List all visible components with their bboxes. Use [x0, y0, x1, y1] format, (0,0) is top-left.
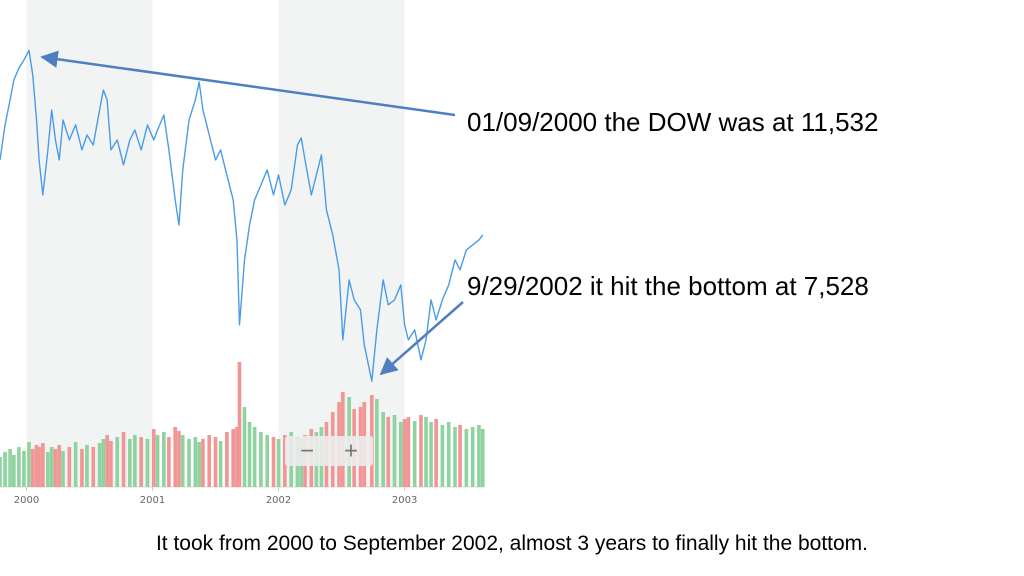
zoom-in-button[interactable]: +: [344, 437, 358, 464]
volume-bar: [419, 415, 423, 487]
volume-bar: [105, 435, 109, 487]
volume-bar: [446, 422, 451, 487]
volume-bar: [155, 435, 160, 487]
volume-bar: [167, 437, 171, 487]
x-tick-label: 2000: [14, 495, 39, 506]
year-band: [26, 0, 153, 487]
volume-bar: [67, 447, 72, 487]
volume-bar: [8, 449, 12, 487]
volume-bar: [235, 427, 239, 487]
volume-bar: [73, 442, 78, 487]
volume-bar: [213, 437, 218, 487]
volume-bar: [177, 431, 181, 487]
volume-bar: [180, 435, 185, 487]
volume-bar: [477, 425, 481, 487]
volume-bar: [46, 452, 50, 487]
volume-bar: [247, 422, 252, 487]
volume-bar: [201, 439, 205, 487]
volume-bar: [0, 457, 2, 487]
volume-bar: [252, 427, 257, 487]
volume-bar: [109, 441, 113, 487]
volume-bar: [480, 429, 485, 487]
volume-bar: [231, 429, 235, 487]
volume-bar: [22, 451, 26, 487]
volume-bar: [85, 445, 89, 487]
volume-bar: [242, 407, 247, 487]
volume-bar: [458, 425, 462, 487]
price-line: [0, 49, 484, 382]
volume-bar: [57, 445, 62, 487]
volume-bar: [12, 455, 16, 487]
volume-bar: [41, 443, 45, 487]
volume-bar: [283, 435, 287, 487]
volume-bar: [207, 435, 212, 487]
caption: It took from 2000 to September 2002, alm…: [156, 532, 868, 555]
volume-bar: [121, 432, 126, 487]
volume-bar: [30, 449, 35, 487]
volume-bar: [91, 447, 96, 487]
volume-bar: [265, 435, 270, 487]
volume-bar: [440, 425, 445, 487]
volume-bar: [225, 432, 229, 487]
volume-bar: [101, 439, 106, 487]
zoom-panel: [285, 436, 373, 466]
volume-bar: [27, 442, 31, 487]
annotation-arrow: [40, 50, 456, 117]
volume-bar: [17, 447, 21, 487]
volume-bar: [37, 447, 41, 487]
annotation: 9/29/2002 it hit the bottom at 7,528: [467, 271, 869, 301]
volume-bar: [386, 417, 391, 487]
x-tick-label: 2003: [392, 495, 417, 506]
volume-bar: [53, 449, 58, 487]
volume-bar: [398, 422, 403, 487]
volume-bar: [402, 419, 407, 487]
volume-bar: [3, 452, 7, 487]
zoom-out-button[interactable]: −: [300, 437, 314, 464]
volume-bar: [453, 427, 457, 487]
zoom-controls: − +: [285, 436, 373, 466]
x-tick-label: 2001: [140, 495, 165, 506]
volume-bar: [133, 435, 137, 487]
volume-bar: [128, 439, 132, 487]
volume-bar: [237, 362, 242, 487]
volume-bar: [470, 427, 475, 487]
volume-bar: [218, 441, 223, 487]
volume-bar: [424, 417, 428, 487]
annotation-arrow: [379, 301, 464, 376]
volume-bar: [187, 439, 191, 487]
volume-bar: [49, 447, 54, 487]
volume-bar: [259, 432, 263, 487]
volume-bar: [139, 437, 143, 487]
volume-bar: [381, 412, 385, 487]
volume-bar: [271, 437, 276, 487]
volume-bar: [97, 443, 102, 487]
volume-bar: [406, 417, 411, 487]
volume-bar: [115, 437, 120, 487]
volume-bar: [464, 429, 469, 487]
volume-bar: [61, 451, 65, 487]
volume-bar: [412, 421, 417, 487]
volume-bar: [276, 439, 281, 487]
annotation: 01/09/2000 the DOW was at 11,532: [467, 107, 878, 137]
volume-bar: [151, 429, 156, 487]
volume-bar: [197, 442, 201, 487]
volume-bar: [375, 399, 379, 487]
volume-bar: [162, 432, 166, 487]
volume-bar: [193, 437, 198, 487]
volume-bar: [173, 427, 178, 487]
volume-bar: [145, 439, 150, 487]
x-tick-label: 2002: [266, 495, 291, 506]
plot-area: 2000 2001 2002 2003: [0, 0, 485, 506]
volume-bar: [34, 445, 39, 487]
volume-bar: [392, 415, 397, 487]
volume-bar: [429, 422, 433, 487]
volume-bar: [434, 419, 438, 487]
volume-bar: [80, 449, 84, 487]
